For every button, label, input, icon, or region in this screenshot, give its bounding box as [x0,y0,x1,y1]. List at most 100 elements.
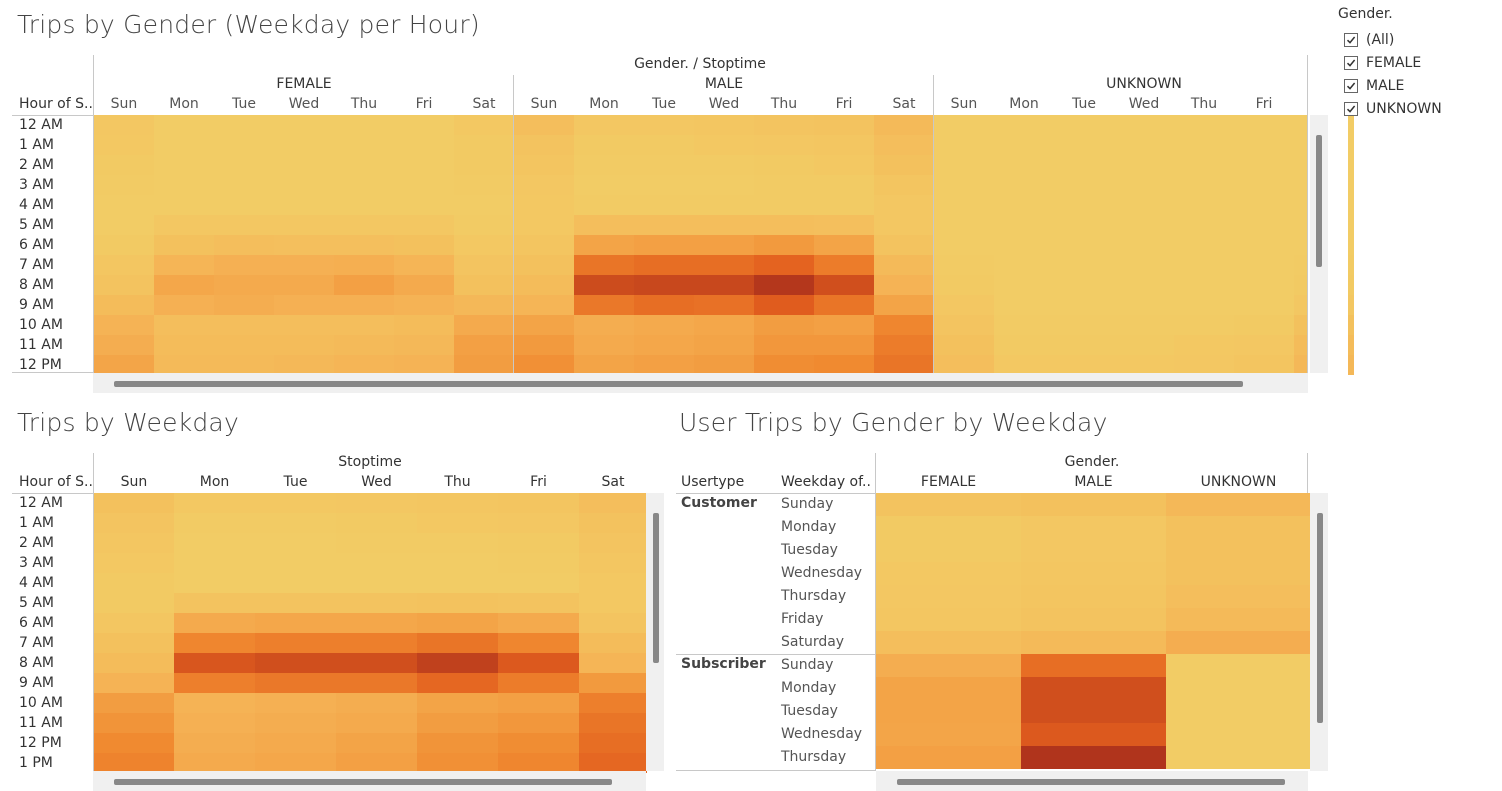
heatmap-cell [417,733,498,753]
checkbox-icon[interactable] [1344,102,1358,116]
heatmap-cell [814,175,874,195]
heatmap-cell [498,653,579,673]
heatmap-cell [417,493,498,513]
heatmap-cell [1114,135,1174,155]
chart2-hour-label: 11 AM [19,715,63,731]
heatmap-cell [94,693,174,713]
chart1-hscroll-thumb[interactable] [114,381,1243,387]
filter-item-label: (All) [1366,32,1395,48]
filter-item-label: MALE [1366,78,1405,94]
heatmap-cell [694,335,754,355]
heatmap-cell [1021,562,1166,585]
gender-filter-item-all[interactable]: (All) [1344,30,1394,50]
gender-filter-item-unknown[interactable]: UNKNOWN [1344,99,1442,119]
heatmap-cell [1054,155,1114,175]
heatmap-cell [1114,335,1174,355]
heatmap-cell [1234,255,1294,275]
heatmap-cell [1054,175,1114,195]
heatmap-cell [274,115,334,135]
heatmap-cell [876,677,1021,700]
heatmap-cell [174,613,255,633]
heatmap-cell [1234,275,1294,295]
heatmap-cell [579,653,647,673]
heatmap-cell [694,215,754,235]
chart2-day-label: Fri [530,474,547,490]
chart3-vscroll-thumb[interactable] [1317,513,1323,723]
chart2-hscroll-thumb[interactable] [114,779,612,785]
heatmap-cell [255,613,336,633]
heatmap-cell [814,295,874,315]
heatmap-cell [579,613,647,633]
gender-filter-item-female[interactable]: FEMALE [1344,53,1421,73]
heatmap-cell [934,195,994,215]
heatmap-cell [336,493,417,513]
chart1-group-divider [933,75,934,373]
chart3-weekday-label: Monday [781,680,837,696]
heatmap-cell [336,533,417,553]
heatmap-cell [874,195,934,215]
heatmap-cell [1174,275,1234,295]
checkbox-icon[interactable] [1344,56,1358,70]
chart1-day-label: Mon [1009,96,1039,112]
heatmap-cell [1054,275,1114,295]
heatmap-cell [1054,335,1114,355]
chart1-row-footer-line [12,372,94,373]
heatmap-cell [994,135,1054,155]
heatmap-cell [514,115,574,135]
heatmap-cell [994,175,1054,195]
heatmap-cell [274,155,334,175]
chart2-hour-label: 5 AM [19,595,55,611]
heatmap-cell [574,115,634,135]
heatmap-cell [336,593,417,613]
heatmap-cell [814,235,874,255]
heatmap-cell [634,355,694,375]
heatmap-cell [454,155,514,175]
heatmap-cell [814,115,874,135]
chart3-hscroll-thumb[interactable] [897,779,1285,785]
chart1-hour-label: 10 AM [19,317,63,333]
heatmap-cell [579,513,647,533]
heatmap-cell [994,315,1054,335]
heatmap-cell [174,673,255,693]
chart1-right-border [1307,55,1308,373]
chart1-title: Trips by Gender (Weekday per Hour) [17,10,480,39]
heatmap-cell [154,155,214,175]
checkbox-icon[interactable] [1344,33,1358,47]
chart1-hour-label: 6 AM [19,237,55,253]
heatmap-cell [94,553,174,573]
heatmap-cell [1166,493,1311,516]
heatmap-cell [514,135,574,155]
heatmap-cell [754,295,814,315]
heatmap-cell [94,115,154,135]
heatmap-cell [1114,235,1174,255]
heatmap-cell [154,255,214,275]
filter-item-label: UNKNOWN [1366,101,1442,117]
heatmap-cell [214,155,274,175]
heatmap-cell [1166,723,1311,746]
checkbox-icon[interactable] [1344,79,1358,93]
heatmap-cell [934,275,994,295]
heatmap-cell [498,513,579,533]
heatmap-cell [1021,585,1166,608]
heatmap-cell [1166,700,1311,723]
heatmap-cell [754,335,814,355]
heatmap-cell [814,255,874,275]
heatmap-cell [634,295,694,315]
heatmap-cell [514,235,574,255]
heatmap-cell [514,175,574,195]
chart2-day-label: Sun [120,474,148,490]
heatmap-cell [336,553,417,573]
heatmap-cell [454,115,514,135]
heatmap-cell [94,533,174,553]
heatmap-cell [1114,115,1174,135]
chart1-vscroll-thumb[interactable] [1316,135,1322,267]
heatmap-cell [454,215,514,235]
heatmap-cell [1114,315,1174,335]
heatmap-cell [814,215,874,235]
gender-filter-item-male[interactable]: MALE [1344,76,1404,96]
chart2-vscroll-thumb[interactable] [653,513,659,663]
chart1-row-header: Hour of S.. [19,96,93,112]
heatmap-cell [154,295,214,315]
heatmap-cell [274,235,334,255]
heatmap-cell [94,753,174,773]
